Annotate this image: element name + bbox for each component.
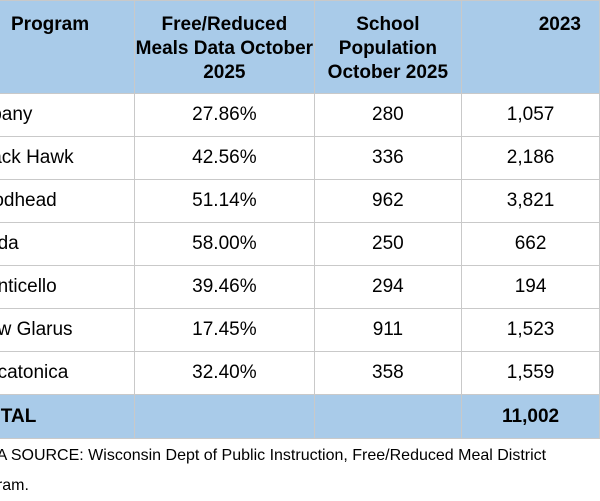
program-name-cell: onticello	[0, 265, 136, 309]
program-name-cell: lack Hawk	[0, 136, 136, 180]
meals-percent-cell: 42.56%	[134, 136, 315, 180]
program-name-cell: ecatonica	[0, 351, 136, 395]
header-2023: 2023	[461, 0, 600, 94]
meals-percent-cell: 39.46%	[134, 265, 315, 309]
data-source-line-2: gram.	[0, 477, 29, 494]
header-free-reduced-meals: Free/Reduced Meals Data October 2025	[134, 0, 315, 94]
table-row: uda 58.00% 250 662	[0, 222, 600, 266]
header-school-population: School Population October 2025	[313, 0, 463, 94]
population-cell: 336	[313, 136, 463, 180]
program-name-cell: rodhead	[0, 179, 136, 223]
total-population-cell	[313, 394, 463, 439]
table-row: lack Hawk 42.56% 336 2,186	[0, 136, 600, 180]
program-name-cell: lbany	[0, 93, 136, 137]
year-2023-cell: 2,186	[461, 136, 600, 180]
program-name-cell: ew Glarus	[0, 308, 136, 352]
population-cell: 911	[313, 308, 463, 352]
population-cell: 358	[313, 351, 463, 395]
table-row: onticello 39.46% 294 194	[0, 265, 600, 309]
year-2023-cell: 1,559	[461, 351, 600, 395]
data-source-note: TA SOURCE: Wisconsin Dept of Public Inst…	[0, 441, 600, 501]
total-label: OTAL	[0, 394, 136, 439]
program-data-table: Program Free/Reduced Meals Data October …	[0, 0, 600, 439]
meals-percent-cell: 51.14%	[134, 179, 315, 223]
meals-percent-cell: 27.86%	[134, 93, 315, 137]
header-program: Program	[0, 0, 136, 94]
program-name-cell: uda	[0, 222, 136, 266]
total-meals-cell	[134, 394, 315, 439]
data-table-wrapper: Program Free/Reduced Meals Data October …	[0, 0, 600, 439]
population-cell: 962	[313, 179, 463, 223]
total-2023-value: 11,002	[461, 394, 600, 439]
data-source-line-1: TA SOURCE: Wisconsin Dept of Public Inst…	[0, 447, 547, 464]
meals-percent-cell: 17.45%	[134, 308, 315, 352]
table-row: rodhead 51.14% 962 3,821	[0, 179, 600, 223]
meals-percent-cell: 32.40%	[134, 351, 315, 395]
table-row: lbany 27.86% 280 1,057	[0, 93, 600, 137]
year-2023-cell: 3,821	[461, 179, 600, 223]
population-cell: 280	[313, 93, 463, 137]
table-row: ecatonica 32.40% 358 1,559	[0, 351, 600, 395]
year-2023-cell: 194	[461, 265, 600, 309]
population-cell: 294	[313, 265, 463, 309]
header-row: Program Free/Reduced Meals Data October …	[0, 0, 600, 94]
population-cell: 250	[313, 222, 463, 266]
year-2023-cell: 662	[461, 222, 600, 266]
total-row: OTAL 11,002	[0, 394, 600, 439]
year-2023-cell: 1,057	[461, 93, 600, 137]
table-row: ew Glarus 17.45% 911 1,523	[0, 308, 600, 352]
meals-percent-cell: 58.00%	[134, 222, 315, 266]
year-2023-cell: 1,523	[461, 308, 600, 352]
